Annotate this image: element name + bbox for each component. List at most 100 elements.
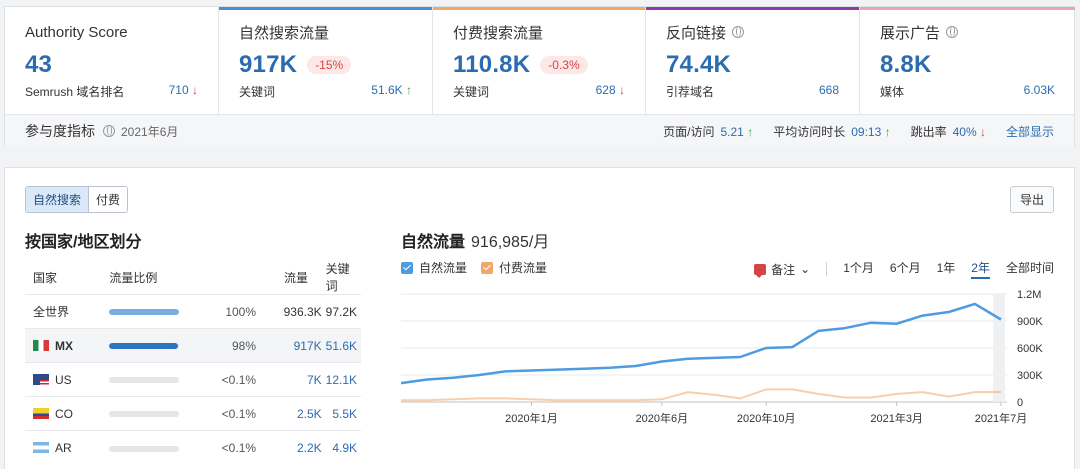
checkbox-icon[interactable]	[481, 262, 494, 274]
metric-label: 反向链接	[666, 22, 839, 42]
country-cell[interactable]: MX	[25, 328, 110, 363]
x-tick-label: 2020年10月	[737, 411, 796, 425]
table-row[interactable]: CO <0.1% 2.5K 5.5K	[25, 396, 361, 431]
y-tick-label: 0	[1017, 397, 1023, 409]
header-country: 国家	[33, 270, 58, 285]
pages-per-visit: 页面/访问 5.21 ↑	[663, 124, 754, 139]
metric-sub-value[interactable]: 628 ↓	[595, 83, 625, 97]
share-bar	[109, 411, 180, 418]
metric-color-bar	[860, 7, 1075, 10]
share-bar	[109, 445, 180, 452]
share-bar	[109, 309, 180, 316]
keywords-value[interactable]: 51.6K	[325, 328, 361, 363]
range-option[interactable]: 全部时间	[1005, 261, 1054, 275]
metric-sub: 媒体 6.03K	[880, 83, 1055, 99]
y-tick-label: 600K	[1017, 343, 1043, 355]
metric-value[interactable]: 43	[25, 51, 53, 78]
metric-value[interactable]: 8.8K	[880, 51, 932, 78]
table-row[interactable]: US <0.1% 7K 12.1K	[25, 362, 361, 397]
tab-organic[interactable]: 自然搜索	[26, 187, 90, 212]
metric-label: 展示广告	[880, 22, 1055, 42]
divider	[826, 262, 828, 276]
keywords-value[interactable]: 12.1K	[325, 362, 361, 397]
x-tick-label: 2020年1月	[505, 411, 558, 425]
table-row[interactable]: 全世界 100% 936.3K 97.2K	[25, 294, 361, 329]
metric-value[interactable]: 74.4K	[666, 51, 732, 78]
metric-label: 付费搜索流量	[453, 24, 544, 42]
metric-card[interactable]: 自然搜索流量 917K -15% 关键词 51.6K ↑	[219, 7, 433, 114]
x-tick-label: 2021年7月	[975, 411, 1028, 425]
x-tick-label: 2021年3月	[870, 411, 923, 425]
share-bar-fill	[109, 343, 178, 350]
series-line	[401, 302, 1002, 385]
header-keywords: 关键词	[325, 262, 350, 293]
metric-card[interactable]: 反向链接 74.4K 引荐域名 668	[646, 7, 860, 114]
traffic-value[interactable]: 2.2K	[270, 430, 326, 465]
share-percent: <0.1%	[220, 430, 271, 465]
engagement-date: 2021年6月	[121, 124, 179, 139]
metric-sub-value[interactable]: 710 ↓	[168, 83, 198, 97]
share-bar-fill	[109, 309, 180, 316]
chart-legend: 自然流量 付费流量	[401, 259, 547, 276]
series-line	[401, 388, 1002, 402]
table-header-row: 国家 流量比例 流量 关键词	[25, 260, 361, 295]
share-bar	[109, 343, 180, 350]
metric-sub: 关键词 628 ↓	[453, 83, 625, 99]
avg-visit-duration: 平均访问时长 09:13 ↑	[773, 124, 891, 139]
range-option[interactable]: 1年	[936, 261, 956, 275]
metric-card[interactable]: Authority Score 43 Semrush 域名排名 710 ↓	[5, 7, 219, 114]
traffic-value[interactable]: 917K	[270, 328, 326, 363]
traffic-value[interactable]: 2.5K	[270, 396, 326, 431]
keywords-value[interactable]: 4.9K	[325, 430, 361, 465]
legend-organic[interactable]: 自然流量	[401, 259, 467, 276]
country-cell[interactable]: US	[25, 362, 110, 397]
metric-sub: 引荐域名 668	[666, 83, 839, 99]
range-option[interactable]: 6个月	[889, 261, 921, 275]
export-button[interactable]: 导出	[1009, 186, 1054, 213]
share-bar-cell	[109, 362, 221, 397]
share-bar-cell	[109, 294, 221, 329]
metric-card[interactable]: 展示广告 8.8K 媒体 6.03K	[860, 7, 1075, 114]
chevron-down-icon: ⌄	[800, 262, 811, 276]
metric-color-bar	[219, 7, 432, 10]
time-range-selector: 备注 ⌄ 1个月 6个月 1年 2年 全部时间	[754, 259, 1054, 279]
traffic-value[interactable]: 7K	[270, 362, 326, 397]
table-row[interactable]: AR <0.1% 2.2K 4.9K	[25, 430, 361, 465]
traffic-value: 936.3K	[270, 294, 326, 329]
share-percent: <0.1%	[220, 396, 271, 431]
country-cell[interactable]: 全世界	[25, 294, 110, 329]
country-cell[interactable]: CO	[25, 396, 110, 431]
checkbox-icon[interactable]	[401, 262, 413, 274]
change-badge: -15%	[307, 56, 352, 74]
traffic-type-toggle: 自然搜索 付费	[25, 186, 129, 213]
tab-paid[interactable]: 付费	[89, 187, 128, 212]
metric-value[interactable]: 110.8K	[453, 51, 531, 78]
share-bar-cell	[109, 430, 221, 465]
header-share: 流量比例	[109, 270, 158, 285]
current-period-band	[993, 294, 1005, 402]
show-all-link[interactable]: 全部显示	[1005, 124, 1054, 139]
share-bar-cell	[109, 396, 221, 431]
share-bar-cell	[109, 328, 221, 363]
metric-sub-value[interactable]: 51.6K ↑	[371, 83, 412, 97]
metric-label: Authority Score	[25, 23, 128, 41]
flag-mx-icon	[33, 339, 49, 351]
metrics-overview: Authority Score 43 Semrush 域名排名 710 ↓ 自然搜索流量…	[4, 6, 1075, 147]
range-option[interactable]: 2年	[971, 259, 990, 279]
metric-value[interactable]: 917K	[239, 51, 298, 78]
keywords-value[interactable]: 5.5K	[325, 396, 361, 431]
flag-us-icon	[33, 373, 49, 385]
country-cell[interactable]: AR	[25, 430, 110, 465]
legend-paid[interactable]: 付费流量	[481, 259, 547, 276]
notes-dropdown[interactable]: 备注 ⌄	[754, 261, 810, 278]
metric-card[interactable]: 付费搜索流量 110.8K -0.3% 关键词 628 ↓	[433, 7, 646, 114]
range-option[interactable]: 1个月	[843, 261, 874, 275]
engagement-title: 参与度指标	[25, 123, 95, 139]
traffic-line-chart: 0 300K 600K 900K 1.2M 2020年1月 2020年6月 2020年10月 2…	[401, 289, 1043, 425]
metric-sub-value[interactable]: 6.03K	[1023, 83, 1055, 97]
metric-label: 自然搜索流量	[239, 24, 330, 42]
y-tick-label: 300K	[1017, 370, 1043, 382]
metric-color-bar	[433, 7, 645, 10]
metric-sub-value[interactable]: 668	[818, 83, 839, 97]
table-row[interactable]: MX 98% 917K 51.6K	[25, 328, 361, 363]
